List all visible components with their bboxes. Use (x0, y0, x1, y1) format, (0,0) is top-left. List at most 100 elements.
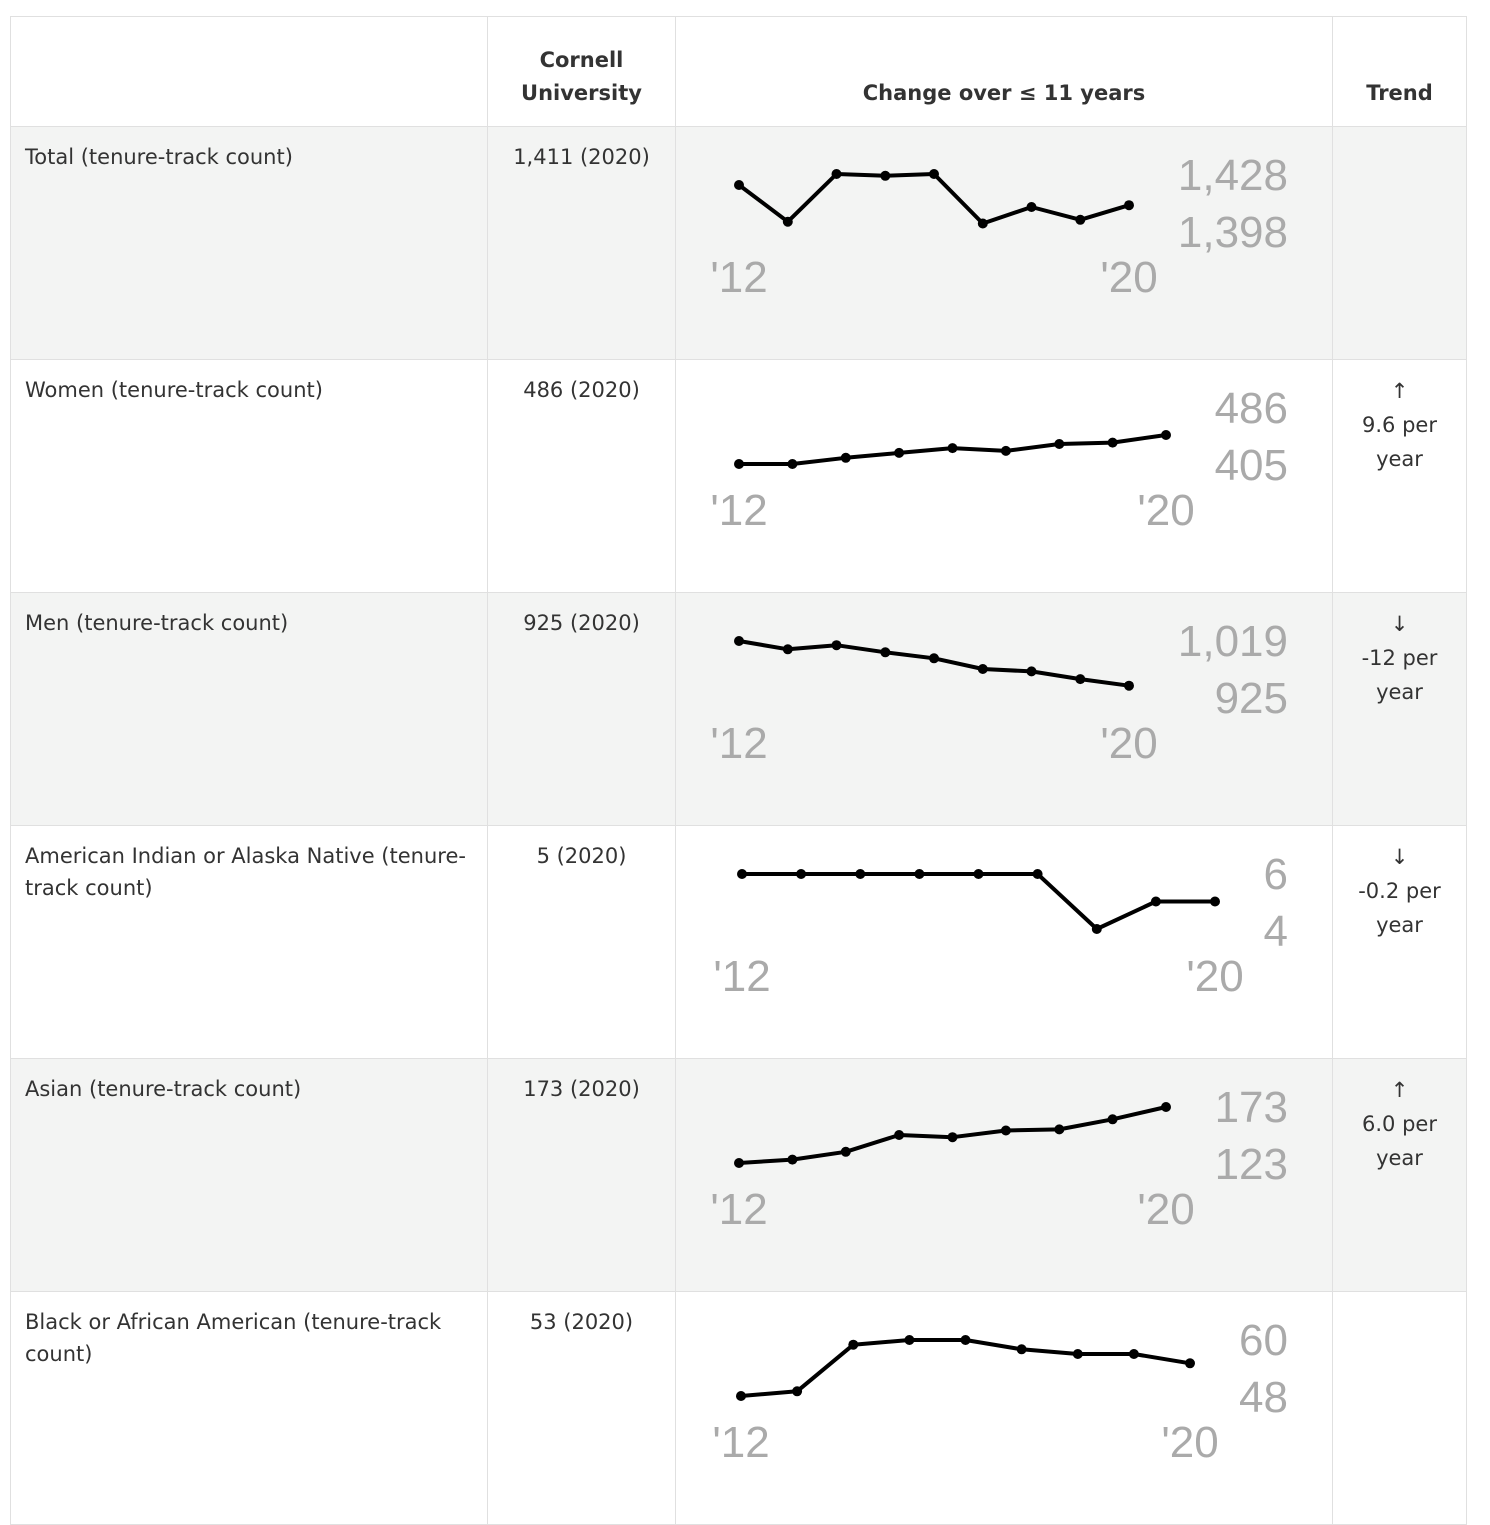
sparkline-point (840, 1146, 851, 1157)
trend-cell: ↓ -12 per year (1332, 592, 1467, 826)
sparkline-point (1032, 869, 1043, 879)
sparkline-point (1107, 437, 1118, 448)
trend-text: -0.2 per year (1358, 879, 1441, 937)
sparkline-point (1161, 1102, 1171, 1112)
range-low-label: 405 (1215, 441, 1288, 490)
range-high-label: 1,019 (1178, 617, 1288, 666)
sparkline-cell: 6 4 '12 '20 (675, 825, 1333, 1059)
header-row: Cornell University Change over ≤ 11 year… (10, 16, 1467, 127)
sparkline-series-line (740, 1338, 1191, 1398)
trend-arrow-icon: ↓ (1390, 612, 1409, 636)
trend-arrow-icon: ↓ (1390, 845, 1409, 869)
sparkline-point (787, 1154, 798, 1165)
sparkline-point (855, 869, 866, 879)
sparkline-chart: 1,428 1,398 '12 '20 (710, 151, 1288, 302)
sparkline-point (894, 447, 905, 458)
trend-arrow-icon: ↑ (1390, 379, 1409, 403)
sparkline-point (914, 869, 925, 879)
table-row: American Indian or Alaska Native (tenure… (10, 825, 1467, 1059)
sparkline-series-line (738, 639, 1130, 688)
sparkline-point (880, 647, 891, 658)
sparkline-chart: 1,019 925 '12 '20 (710, 617, 1288, 768)
trend-text: -12 per year (1361, 646, 1438, 704)
header-institution: Cornell University (487, 16, 676, 127)
sparkline-point (831, 640, 842, 651)
table-row: Total (tenure-track count) 1,411 (2020) 1,… (10, 126, 1467, 360)
sparkline-point (1091, 924, 1102, 934)
sparkline-point (973, 869, 984, 879)
range-low-label: 1,398 (1178, 208, 1288, 257)
row-value: 173 (2020) (487, 1058, 676, 1292)
sparkline-point (894, 1130, 905, 1140)
sparkline-point (929, 169, 939, 179)
sparkline-point (1000, 445, 1011, 456)
range-low-label: 48 (1239, 1373, 1288, 1422)
end-year-label: '20 (1137, 486, 1194, 535)
start-year-label: '12 (710, 486, 767, 535)
range-high-label: 486 (1215, 384, 1288, 433)
table-body: Total (tenure-track count) 1,411 (2020) 1,… (10, 126, 1467, 1525)
sparkline-chart: 60 48 '12 '20 (712, 1316, 1288, 1467)
sparkline-point (1026, 666, 1037, 677)
sparkline-point (1016, 1344, 1027, 1355)
trend-cell (1332, 126, 1467, 360)
trend-text: 9.6 per year (1362, 413, 1437, 471)
range-high-label: 173 (1215, 1083, 1288, 1132)
row-label: Total (tenure-track count) (10, 126, 488, 360)
header-trend: Trend (1332, 16, 1467, 127)
sparkline-point (734, 459, 744, 469)
trend-cell: ↑ 9.6 per year (1332, 359, 1467, 593)
end-year-label: '20 (1186, 952, 1243, 1001)
faculty-table: Cornell University Change over ≤ 11 year… (10, 16, 1467, 1525)
sparkline-cell: 1,428 1,398 '12 '20 (675, 126, 1333, 360)
trend-cell: ↑ 6.0 per year (1332, 1058, 1467, 1292)
row-label: American Indian or Alaska Native (tenure… (10, 825, 488, 1059)
sparkline-point (1075, 214, 1086, 225)
trend-arrow-icon: ↑ (1390, 1078, 1409, 1102)
row-label: Black or African American (tenure-track … (10, 1291, 488, 1525)
sparkline-point (734, 1158, 744, 1168)
sparkline-point (782, 216, 793, 227)
sparkline-series-line (742, 872, 1215, 931)
start-year-label: '12 (710, 719, 767, 768)
sparkline-point (1124, 200, 1134, 211)
sparkline-point (1054, 439, 1065, 449)
faculty-table-wrapper: Cornell University Change over ≤ 11 year… (10, 16, 1467, 1525)
sparkline-point (977, 664, 988, 674)
sparkline-point (1128, 1349, 1139, 1359)
row-value: 486 (2020) (487, 359, 676, 593)
row-value: 53 (2020) (487, 1291, 676, 1525)
table-row: Black or African American (tenure-track … (10, 1291, 1467, 1525)
sparkline-point (734, 180, 744, 190)
range-low-label: 4 (1264, 907, 1288, 956)
range-low-label: 123 (1215, 1140, 1288, 1189)
row-label: Men (tenure-track count) (10, 592, 488, 826)
sparkline-point (1210, 896, 1220, 907)
range-low-label: 925 (1215, 674, 1288, 723)
start-year-label: '12 (713, 952, 770, 1001)
sparkline-point (1124, 680, 1134, 691)
sparkline-point (977, 218, 988, 229)
table-row: Women (tenure-track count) 486 (2020) 486 4… (10, 359, 1467, 593)
row-value: 5 (2020) (487, 825, 676, 1059)
range-high-label: 1,428 (1178, 151, 1288, 200)
row-value: 1,411 (2020) (487, 126, 676, 360)
sparkline-point (904, 1335, 915, 1345)
end-year-label: '20 (1137, 1185, 1194, 1234)
sparkline-point (787, 459, 798, 469)
row-label: Asian (tenure-track count) (10, 1058, 488, 1292)
sparkline-point (960, 1335, 971, 1345)
sparkline-series-line (737, 172, 1130, 226)
table-row: Asian (tenure-track count) 173 (2020) 173 1… (10, 1058, 1467, 1292)
trend-text: 6.0 per year (1362, 1112, 1437, 1170)
sparkline-point (848, 1339, 859, 1350)
sparkline-point (1107, 1114, 1118, 1125)
sparkline-point (734, 636, 744, 646)
sparkline-point (1072, 1349, 1083, 1359)
trend-cell (1332, 1291, 1467, 1525)
row-label: Women (tenure-track count) (10, 359, 488, 593)
sparkline-point (1054, 1124, 1065, 1135)
sparkline-point (1000, 1125, 1011, 1136)
sparkline-point (736, 1391, 746, 1401)
sparkline-point (1161, 430, 1171, 440)
